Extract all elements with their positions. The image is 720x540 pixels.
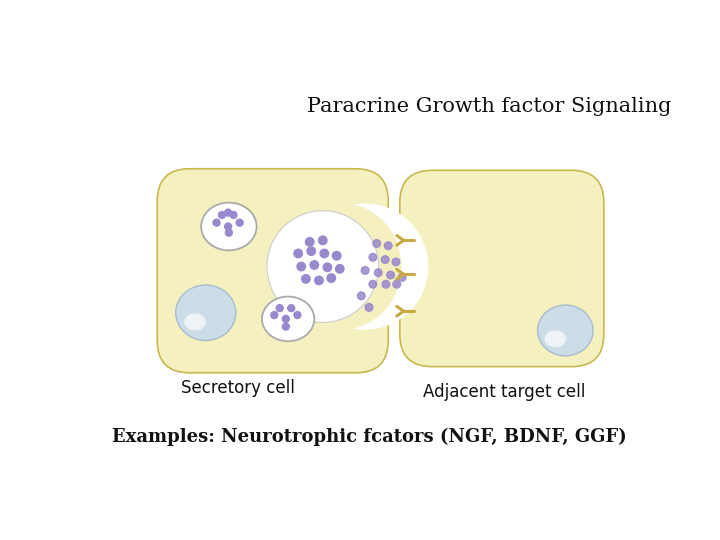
Ellipse shape (283, 204, 401, 330)
Circle shape (310, 261, 318, 269)
Circle shape (225, 223, 232, 230)
Circle shape (398, 273, 406, 281)
Circle shape (369, 280, 377, 288)
Text: Paracrine Growth factor Signaling: Paracrine Growth factor Signaling (307, 97, 672, 116)
Circle shape (318, 236, 327, 245)
Ellipse shape (302, 204, 428, 330)
Circle shape (297, 262, 305, 271)
Ellipse shape (201, 202, 256, 251)
Circle shape (382, 256, 389, 264)
Circle shape (307, 247, 315, 255)
Circle shape (336, 265, 344, 273)
Circle shape (213, 219, 220, 226)
Circle shape (276, 305, 283, 312)
Circle shape (294, 249, 302, 258)
Circle shape (315, 276, 323, 285)
Circle shape (333, 252, 341, 260)
Ellipse shape (184, 314, 206, 330)
Circle shape (373, 240, 381, 247)
Circle shape (225, 229, 233, 236)
Ellipse shape (538, 305, 593, 356)
Circle shape (320, 249, 328, 258)
Circle shape (282, 323, 289, 330)
Ellipse shape (262, 296, 315, 341)
Circle shape (282, 315, 289, 322)
Circle shape (218, 212, 225, 218)
FancyBboxPatch shape (157, 168, 388, 373)
Circle shape (230, 212, 237, 218)
Circle shape (361, 267, 369, 274)
Circle shape (305, 238, 314, 246)
Ellipse shape (267, 211, 379, 322)
Circle shape (225, 209, 232, 216)
Circle shape (327, 274, 336, 282)
Circle shape (384, 242, 392, 249)
Circle shape (288, 305, 294, 312)
Text: Examples: Neurotrophic fcators (NGF, BDNF, GGF): Examples: Neurotrophic fcators (NGF, BDN… (112, 428, 626, 447)
Circle shape (357, 292, 365, 300)
Circle shape (392, 258, 400, 266)
Ellipse shape (544, 330, 566, 347)
Circle shape (374, 269, 382, 276)
Circle shape (382, 280, 390, 288)
Circle shape (294, 312, 301, 319)
Ellipse shape (176, 285, 235, 340)
Text: Secretory cell: Secretory cell (181, 379, 295, 397)
Circle shape (365, 303, 373, 311)
FancyBboxPatch shape (400, 170, 604, 367)
Circle shape (271, 312, 278, 319)
Circle shape (302, 275, 310, 283)
Circle shape (369, 253, 377, 261)
Circle shape (387, 271, 395, 279)
Circle shape (323, 263, 332, 272)
Circle shape (393, 280, 400, 288)
Circle shape (236, 219, 243, 226)
Text: Adjacent target cell: Adjacent target cell (423, 383, 585, 401)
